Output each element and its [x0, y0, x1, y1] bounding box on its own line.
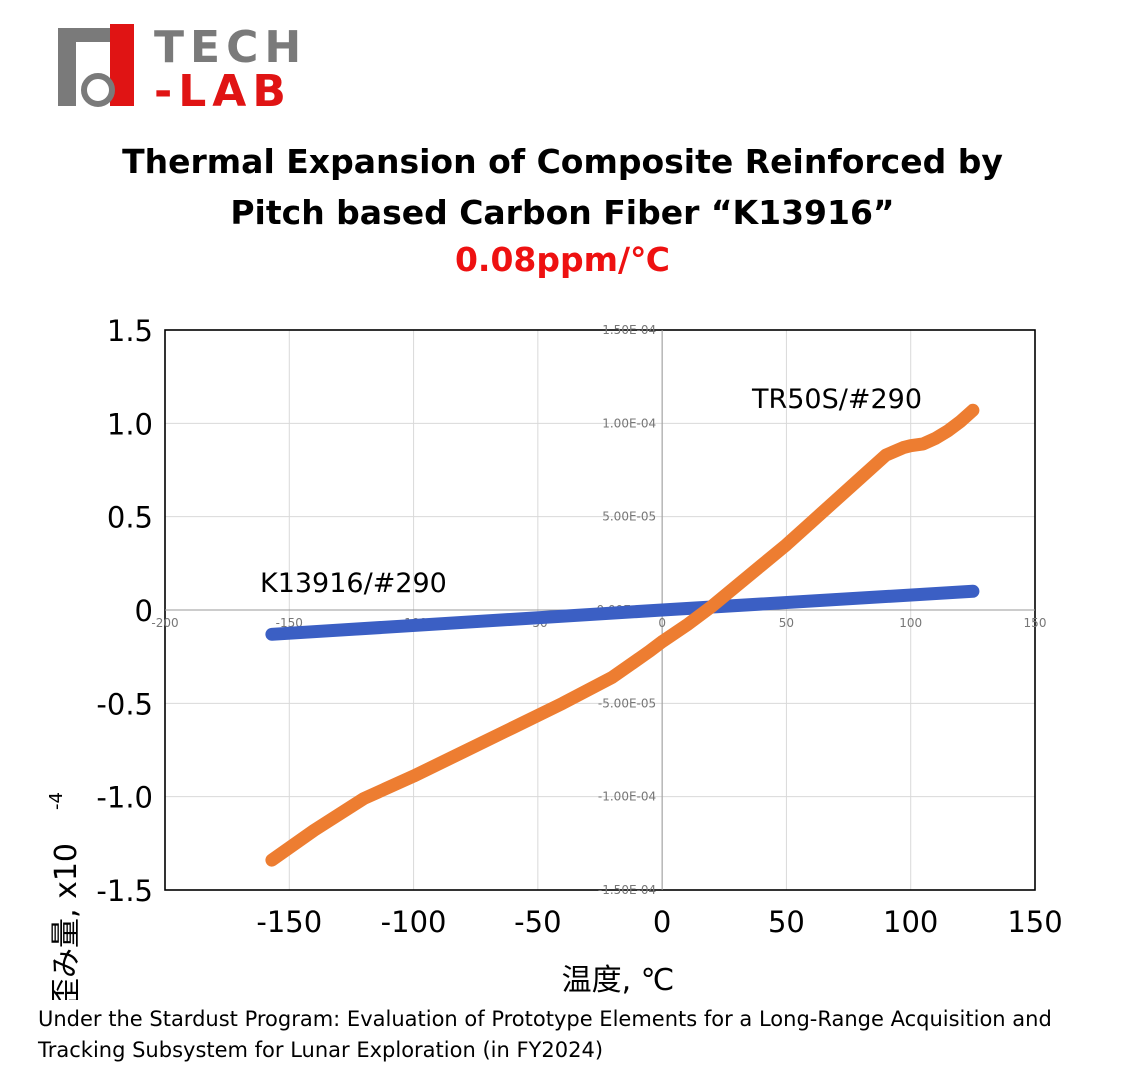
y-axis-title: 歪み量, x10 -4: [46, 792, 84, 1000]
inner-y-tick-label: 1.00E-04: [602, 416, 656, 430]
chart-title-line2: Pitch based Carbon Fiber “K13916”: [230, 193, 895, 232]
y-tick-label: 0.5: [107, 501, 153, 535]
inner-y-tick-label: -1.00E-04: [598, 790, 656, 804]
footer-line-1: Under the Stardust Program: Evaluation o…: [38, 1007, 1052, 1031]
x-tick-label: 100: [883, 905, 938, 939]
x-axis-title: 温度, ℃: [562, 963, 675, 998]
x-tick-label: -50: [514, 905, 561, 939]
inner-x-tick-label: 150: [1024, 616, 1047, 630]
footer-line-2: Tracking Subsystem for Lunar Exploration…: [38, 1038, 604, 1062]
x-tick-label: 50: [768, 905, 805, 939]
logo-text-top: TECH: [154, 24, 307, 73]
thermal-expansion-chart: -200 -150 -100 -50 0 50 100 150 1.50E-04 1.00E-04…: [46, 314, 1063, 1000]
series-line-tr50s: [265, 403, 980, 867]
x-tick-label: 150: [1007, 905, 1062, 939]
y-tick-label: 1.5: [107, 314, 153, 348]
y-axis-title-text: 歪み量, x10: [49, 843, 84, 1000]
y-tick-label: -1.0: [96, 781, 153, 815]
x-tick-label: -150: [256, 905, 322, 939]
tech-lab-logo: TECH -LAB: [58, 22, 398, 117]
chart-title-line1: Thermal Expansion of Composite Reinforce…: [122, 142, 1003, 181]
inner-x-tick-label: 100: [899, 616, 922, 630]
y-tick-label: -0.5: [96, 687, 153, 721]
series-line-k13916: [265, 584, 980, 641]
inner-x-tick-label: 50: [779, 616, 794, 630]
x-tick-label: 0: [653, 905, 671, 939]
y-tick-label: 0: [135, 594, 153, 628]
inner-x-tick-label: 0: [658, 616, 666, 630]
y-tick-label: -1.5: [96, 874, 153, 908]
x-tick-label: -100: [381, 905, 447, 939]
y-tick-label: 1.0: [107, 407, 153, 441]
series-label-k13916: K13916/#290: [260, 568, 447, 599]
inner-y-tick-label: -5.00E-05: [598, 696, 656, 710]
logo-text-bottom: -LAB: [154, 66, 292, 112]
inner-y-tick-label: -1.50E-04: [598, 883, 656, 897]
axis-tick-labels: -150 -100 -50 0 50 100 150 -1.5 -1.0 -0.5 0 0.5 1.0 1…: [96, 314, 1062, 939]
inner-x-tick-label: -200: [151, 616, 178, 630]
series-label-tr50s: TR50S/#290: [751, 384, 922, 415]
data-series: [265, 403, 980, 867]
chart-title-value: 0.08ppm/℃: [454, 240, 671, 279]
footer-note: Under the Stardust Program: Evaluation o…: [38, 1004, 1128, 1066]
inner-y-tick-label: 5.00E-05: [602, 510, 656, 524]
y-axis-title-exponent: -4: [46, 792, 67, 810]
inner-y-tick-label: 1.50E-04: [602, 323, 656, 337]
logo-emblem-bar: [58, 28, 76, 106]
